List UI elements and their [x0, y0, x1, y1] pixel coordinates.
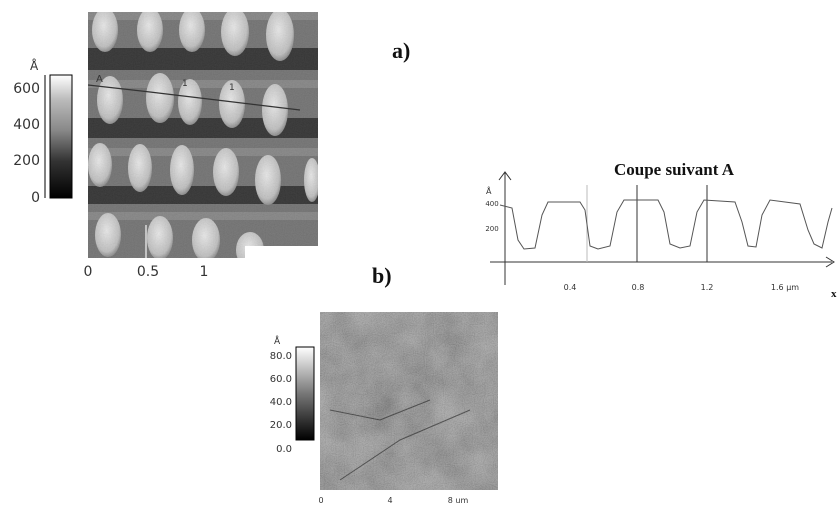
colorbar-tick: 600: [13, 81, 40, 97]
x-tick-label: 0.8: [632, 283, 645, 292]
profile-title: Coupe suivant A: [614, 160, 735, 179]
marker-label: 1: [182, 79, 188, 89]
x-tick-label: 1.6 µm: [771, 283, 799, 292]
x-tick-label: 8 um: [448, 496, 469, 505]
colorbar-tick: 20.0: [270, 420, 292, 431]
x-tick-label: 1: [200, 264, 209, 280]
marker-label: A: [96, 74, 103, 85]
x-axis-label: x: [831, 288, 837, 300]
afm-image-b: [320, 312, 498, 490]
colorbar-tick: 60.0: [270, 374, 292, 385]
panel-label: b): [372, 263, 392, 288]
colorbar-tick: 200: [13, 153, 40, 169]
x-tick-label: 0.5: [137, 264, 159, 280]
colorbar-tick: 0: [31, 190, 40, 206]
afm-image-a: A 1 1: [88, 12, 318, 258]
panel-label: a): [392, 38, 410, 63]
x-tick-label: 4: [387, 496, 392, 505]
x-tick-label: 0.4: [564, 283, 577, 292]
colorbar-tick: 0.0: [276, 444, 292, 455]
marker-label: 1: [229, 83, 235, 93]
colorbar-unit: Å: [30, 58, 39, 73]
colorbar-tick: 40.0: [270, 397, 292, 408]
colorbar-tick: 400: [13, 117, 40, 133]
y-tick-label: 400: [485, 200, 498, 208]
colorbar: [295, 346, 315, 441]
x-tick-label: 0: [84, 264, 93, 280]
colorbar-unit: Å: [274, 335, 281, 347]
y-tick-label: 200: [485, 225, 498, 233]
profile-plot: Coupe suivant A x Å 400 200 0.4 0.8 1.2 …: [485, 160, 837, 300]
colorbar-tick: 80.0: [270, 351, 292, 362]
x-tick-label: 0: [318, 496, 323, 505]
colorbar: [49, 74, 73, 199]
x-tick-label: 1.2: [701, 283, 714, 292]
y-unit: Å: [486, 185, 492, 196]
